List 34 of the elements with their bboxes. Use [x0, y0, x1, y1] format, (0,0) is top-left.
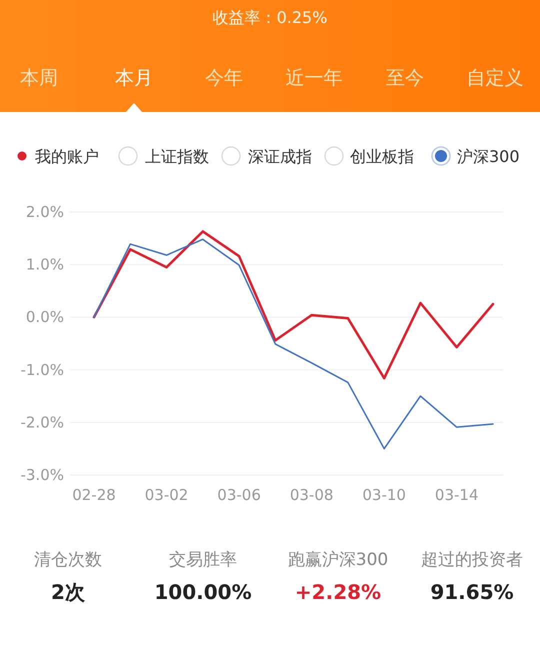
text: 91.65%	[430, 580, 514, 604]
x-tick-label: 03-10	[362, 486, 406, 504]
x-tick-label: 03-06	[217, 486, 261, 504]
text: 跑赢沪深300	[288, 550, 388, 570]
y-tick-label: 1.0%	[26, 256, 64, 274]
text: 上证指数	[145, 147, 209, 166]
y-tick-label: -2.0%	[20, 413, 64, 432]
text: 100.00%	[154, 580, 252, 604]
x-tick-label: 03-08	[290, 486, 334, 504]
text: +2.28%	[294, 580, 382, 604]
y-tick-label: -3.0%	[20, 466, 64, 484]
text: 创业板指	[350, 147, 414, 166]
line-series	[93, 238, 494, 450]
text: 自定义	[466, 67, 524, 89]
text: 2次	[51, 580, 86, 604]
y-tick-label: 0.0%	[26, 308, 64, 326]
text: 深证成指	[248, 147, 312, 166]
y-tick-label: 2.0%	[26, 203, 64, 221]
y-tick-label: -1.0%	[20, 360, 64, 379]
text: 近一年	[286, 67, 342, 89]
text: 至今	[386, 67, 424, 89]
text: 今年	[205, 67, 243, 89]
legend-label: 沪深300	[457, 147, 520, 166]
text: 交易胜率	[169, 550, 237, 570]
chart-title: 收益率：0.25%	[212, 8, 328, 27]
legend-label: 我的账户	[35, 147, 99, 166]
text: 清仓次数	[34, 550, 102, 570]
line-series	[92, 230, 494, 380]
x-tick-label: 02-28	[72, 486, 116, 504]
x-tick-label: 03-02	[144, 486, 188, 504]
text: 本周	[20, 67, 58, 89]
x-tick-label: 03-14	[434, 486, 479, 504]
text: 本月	[115, 67, 153, 89]
text: 超过的投资者	[421, 550, 523, 570]
